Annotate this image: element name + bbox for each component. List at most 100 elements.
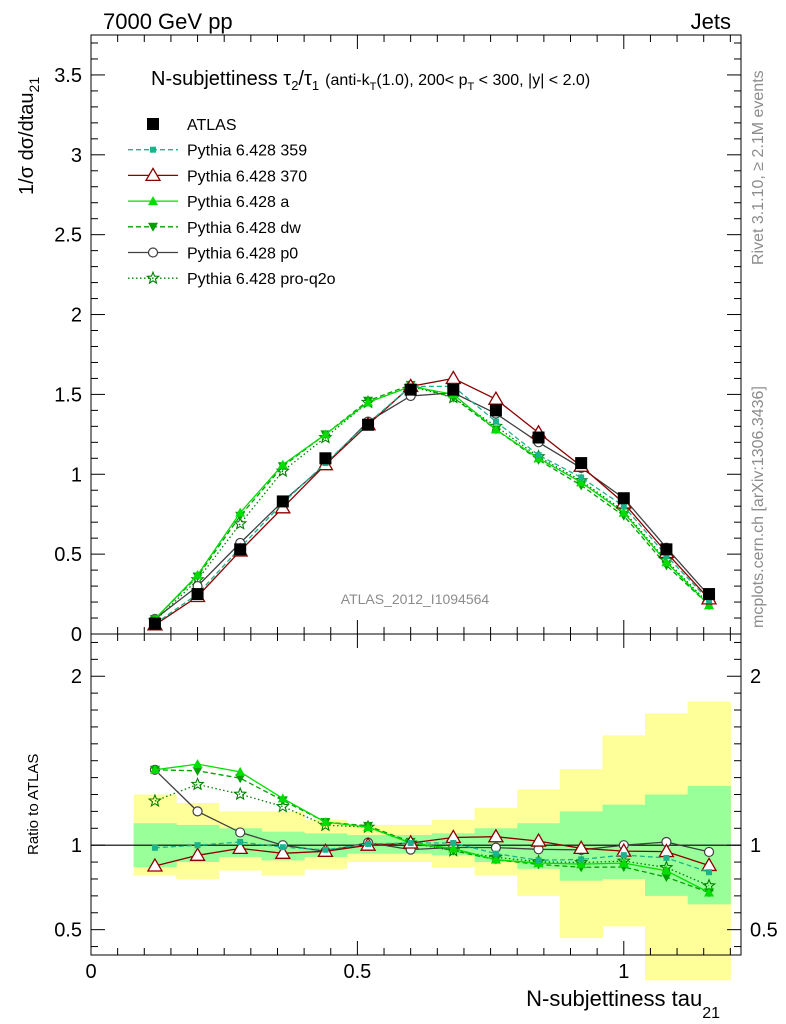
- main-y-tick-label: 2.5: [54, 225, 82, 247]
- ratio-point-p359: [578, 856, 585, 863]
- main-y-tick-label: 1: [71, 464, 82, 486]
- data-point-pa: [576, 477, 587, 487]
- x-tick-label: 0: [85, 961, 96, 983]
- main-y-tick-label: 3.5: [54, 65, 82, 87]
- legend-marker-p359: [150, 146, 156, 153]
- ratio-point-pdw: [661, 873, 672, 883]
- ratio-point-pa: [320, 817, 331, 827]
- x-axis-label: N-subjettiness tau21: [526, 986, 720, 1022]
- data-point-p359: [663, 552, 670, 559]
- ratio-point-p359: [237, 838, 244, 845]
- series-line-p359: [154, 385, 710, 625]
- ratio-uncertainty-bands: [133, 701, 731, 981]
- data-point-atlas: [532, 431, 545, 444]
- data-point-atlas: [660, 543, 673, 556]
- ratio-y-tick-label: 2: [71, 666, 82, 688]
- ratio-point-pq2o: [275, 798, 290, 813]
- ratio-point-pa: [192, 759, 203, 769]
- legend-marker-pq2o: [145, 270, 161, 285]
- ratio-line-p370: [154, 836, 710, 867]
- ratio-point-pp0: [235, 827, 246, 838]
- data-point-atlas: [404, 383, 417, 396]
- legend-item-pdw: Pythia 6.428 dw: [128, 220, 301, 237]
- rivet-version-label: Rivet 3.1.10, ≥ 2.1M events: [750, 70, 767, 265]
- series-line-pq2o: [154, 385, 710, 622]
- data-point-atlas: [617, 492, 630, 505]
- legend-item-p359: Pythia 6.428 359: [128, 143, 307, 160]
- ratio-line-pa: [154, 763, 710, 894]
- ratio-point-p359: [620, 852, 627, 859]
- legend-marker-p370: [144, 167, 162, 182]
- ratio-point-p370: [530, 832, 547, 847]
- legend-item-pa: Pythia 6.428 a: [128, 194, 289, 211]
- ratio-point-pp0: [192, 806, 203, 817]
- ratio-point-pa: [661, 865, 672, 875]
- ratio-series-p370: [146, 828, 718, 872]
- main-y-axis-label: 1/σ dσ/dtau21: [16, 77, 42, 195]
- legend-label-pp0: Pythia 6.428 p0: [187, 246, 298, 263]
- ratio-point-pa: [448, 843, 459, 853]
- mcplots-label: mcplots.cern.ch [arXiv:1306.3436]: [750, 386, 767, 628]
- ratio-point-p370: [487, 828, 505, 843]
- title-cuts: (anti-k: [325, 72, 370, 89]
- ratio-point-pq2o: [318, 817, 333, 832]
- x-axis-label-text: N-subjettiness tau: [526, 986, 702, 1011]
- data-point-atlas: [447, 383, 460, 396]
- title-cuts-sub-t2: T: [467, 81, 474, 93]
- ratio-point-p359: [663, 854, 670, 861]
- title-cuts-c: < 300, |y| < 2.0): [474, 72, 590, 89]
- legend-item-pp0: Pythia 6.428 p0: [128, 246, 298, 263]
- legend-label-pq2o: Pythia 6.428 pro-q2o: [187, 271, 336, 288]
- ratio-point-pp0: [703, 846, 715, 858]
- title-cuts-sub-t: T: [370, 81, 377, 93]
- ratio-point-p370: [189, 847, 206, 861]
- ratio-series-group: [146, 759, 718, 898]
- title-sub-2: 2: [291, 78, 298, 93]
- data-point-p359: [492, 418, 499, 425]
- ratio-point-pa: [618, 858, 629, 868]
- ratio-line-p359: [154, 841, 710, 873]
- legend-label-pa: Pythia 6.428 a: [187, 194, 289, 211]
- ratio-point-pq2o: [233, 786, 248, 801]
- header-energy-label: 7000 GeV pp: [103, 9, 233, 34]
- data-point-atlas: [319, 452, 332, 465]
- data-point-pa: [661, 557, 672, 567]
- ratio-point-p370: [146, 857, 164, 872]
- ratio-y-axis-label: Ratio to ATLAS: [25, 754, 42, 855]
- series-line-pp0: [154, 392, 710, 620]
- main-series-group: [146, 370, 718, 631]
- ratio-point-p370: [232, 840, 249, 855]
- ratio-point-pa: [235, 766, 246, 776]
- ratio-point-p359: [492, 850, 499, 857]
- data-point-pa: [192, 569, 203, 579]
- title-slash: /τ: [298, 68, 312, 90]
- legend-item-pq2o: Pythia 6.428 pro-q2o: [128, 270, 336, 288]
- legend-label-p359: Pythia 6.428 359: [187, 143, 307, 160]
- title-text: N-subjettiness τ: [151, 68, 291, 90]
- ratio-point-pa: [277, 793, 288, 803]
- ratio-point-p359: [706, 869, 713, 876]
- data-point-atlas: [148, 617, 161, 630]
- data-point-atlas: [489, 404, 502, 417]
- data-point-pq2o: [318, 430, 333, 444]
- title-cuts-b: (1.0), 200< p: [376, 72, 467, 89]
- legend-item-atlas: ATLAS: [147, 117, 237, 134]
- ratio-point-pq2o: [147, 793, 163, 808]
- main-y-axis-label-text: 1/σ dσ/dtau: [16, 92, 38, 195]
- data-point-p359: [706, 597, 713, 604]
- ratio-point-pdw: [235, 774, 246, 784]
- ratio-point-p370: [573, 840, 590, 854]
- data-point-pa: [235, 507, 246, 517]
- ratio-point-pdw: [192, 766, 203, 776]
- ratio-y-tick-label-right: 1: [750, 835, 761, 857]
- data-point-atlas: [191, 588, 204, 601]
- ratio-y-tick-label-right: 0.5: [750, 920, 778, 942]
- legend-marker-pp0: [147, 247, 159, 258]
- ratio-point-p359: [535, 857, 542, 864]
- data-point-p370: [487, 390, 505, 405]
- data-point-atlas: [362, 418, 375, 431]
- legend-label-pdw: Pythia 6.428 dw: [187, 220, 301, 237]
- ratio-y-tick-label-right: 2: [750, 666, 761, 688]
- data-point-pa: [618, 507, 629, 517]
- ratio-axis-ticks: 0 0.5 10.5 0.51 12 2: [54, 634, 778, 983]
